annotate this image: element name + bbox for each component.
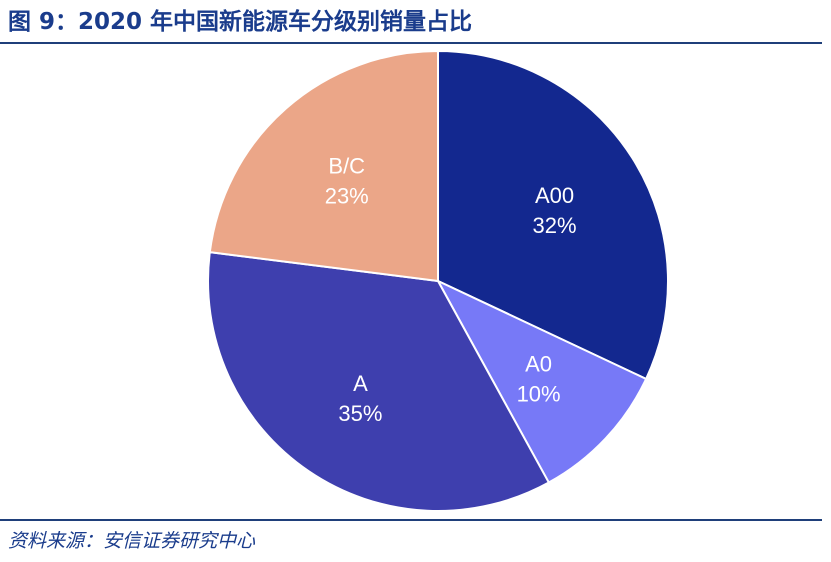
slice-category-label: A0: [525, 351, 552, 376]
title-divider: [0, 42, 822, 44]
pie-slice-bc: [208, 49, 439, 283]
pie-slice-a00: [437, 49, 669, 381]
pie-slice-a: [207, 251, 551, 512]
slice-value-label: 10%: [517, 381, 561, 406]
slice-category-label: B/C: [328, 153, 365, 178]
footer-divider: [0, 519, 822, 521]
slice-category-label: A: [353, 371, 368, 396]
slice-category-label: A00: [535, 183, 574, 208]
chart-title: 图 9：2020 年中国新能源车分级别销量占比: [8, 9, 473, 35]
pie-slice-a0: [435, 278, 648, 484]
source-note: 资料来源：安信证券研究中心: [8, 530, 256, 552]
slice-value-label: 32%: [532, 213, 576, 238]
slice-value-label: 23%: [325, 183, 369, 208]
slice-value-label: 35%: [338, 401, 382, 426]
